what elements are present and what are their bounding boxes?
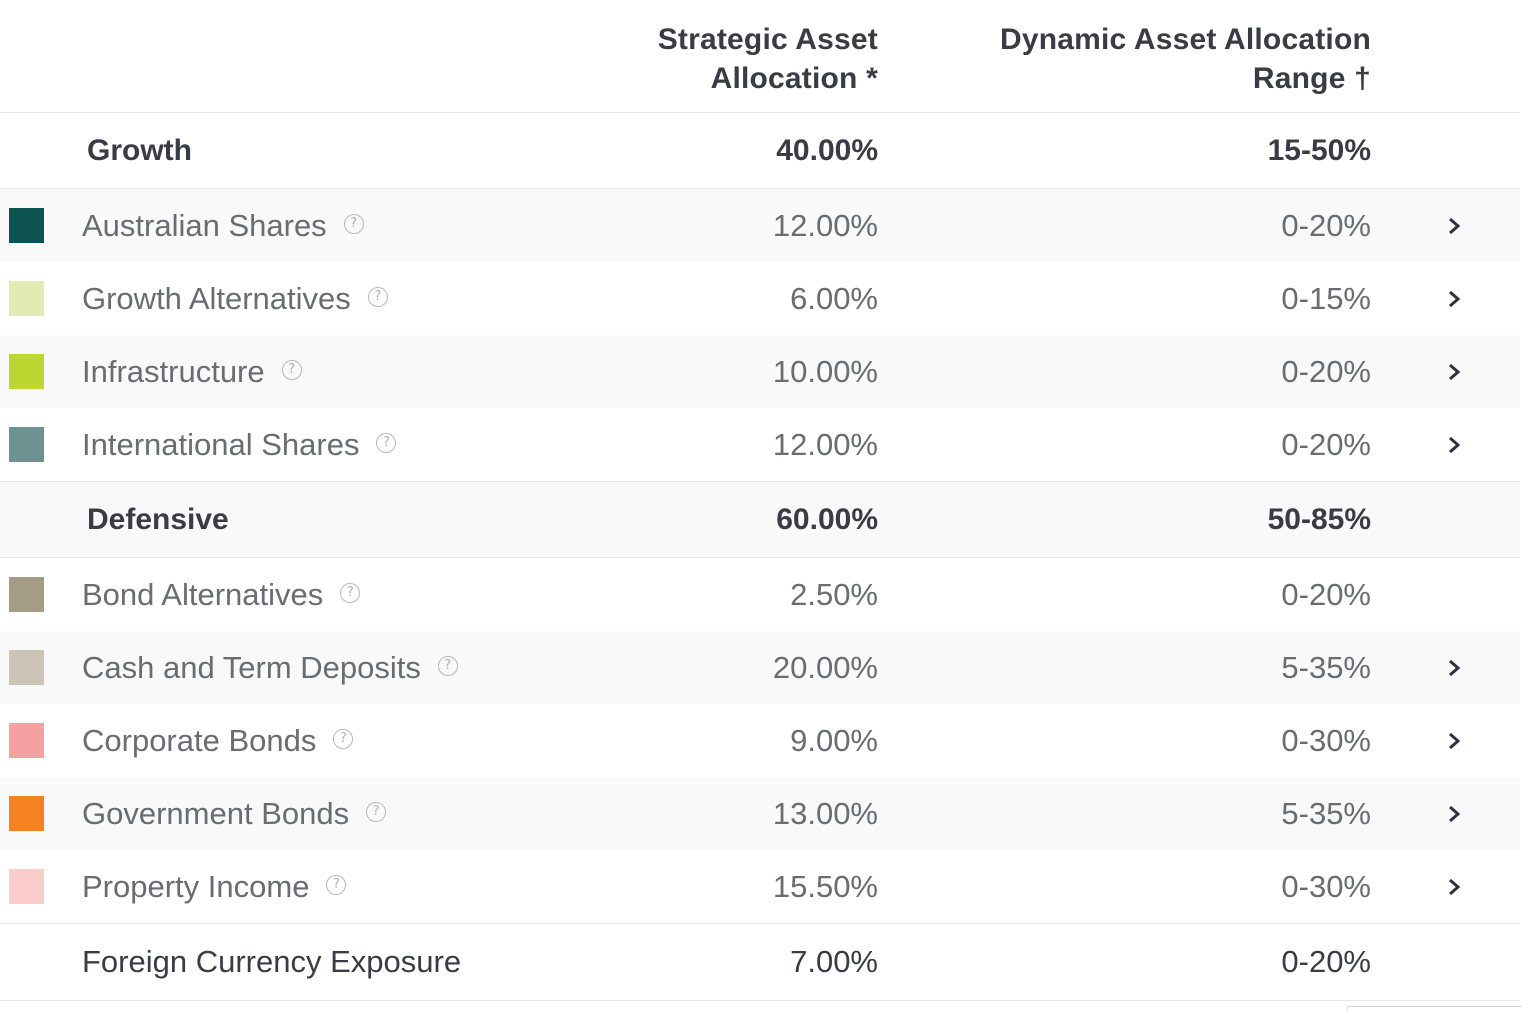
asset-strategic-value: 10.00%	[772, 354, 878, 389]
help-icon[interactable]: ?	[437, 655, 458, 676]
color-swatch	[9, 869, 44, 904]
asset-row-infrastructure[interactable]: Infrastructure ? 10.00% 0-20%	[0, 335, 1520, 408]
asset-strategic-value: 15.50%	[772, 869, 878, 904]
asset-row-bond-alternatives: Bond Alternatives ? 2.50% 0-20%	[0, 558, 1520, 631]
asset-row-corporate-bonds[interactable]: Corporate Bonds ? 9.00% 0-30%	[0, 704, 1520, 777]
color-swatch	[9, 281, 44, 316]
asset-row-growth-alternatives[interactable]: Growth Alternatives ? 6.00% 0-15%	[0, 262, 1520, 335]
asset-range-value: 0-30%	[1281, 869, 1371, 904]
header-strategic-asset-allocation: Strategic Asset Allocation *	[657, 23, 878, 95]
help-icon[interactable]: ?	[366, 801, 387, 822]
chevron-right-icon[interactable]	[1444, 362, 1464, 382]
chevron-right-icon[interactable]	[1444, 731, 1464, 751]
help-icon[interactable]: ?	[367, 286, 388, 307]
asset-range-value: 0-20%	[1281, 354, 1371, 389]
scroll-hint-edge	[1347, 1006, 1522, 1011]
asset-label: Government Bonds ?	[82, 777, 387, 850]
asset-range-value: 0-15%	[1281, 281, 1371, 316]
help-icon[interactable]: ?	[343, 213, 364, 234]
asset-row-cash-and-term-deposits[interactable]: Cash and Term Deposits ? 20.00% 5-35%	[0, 631, 1520, 704]
asset-label: Infrastructure ?	[82, 335, 302, 408]
chevron-right-icon[interactable]	[1444, 877, 1464, 897]
chevron-right-icon[interactable]	[1444, 435, 1464, 455]
asset-label: Cash and Term Deposits ?	[82, 631, 458, 704]
color-swatch	[9, 354, 44, 389]
asset-range-value: 0-20%	[1281, 577, 1371, 612]
footer-strategic-value: 7.00%	[790, 944, 878, 979]
footer-row-foreign-currency-exposure: Foreign Currency Exposure 7.00% 0-20%	[0, 923, 1520, 1001]
header-dynamic-asset-allocation-range: Dynamic Asset Allocation Range †	[999, 23, 1371, 95]
group-strategic-value: 60.00%	[776, 503, 878, 536]
asset-row-australian-shares[interactable]: Australian Shares ? 12.00% 0-20%	[0, 189, 1520, 262]
color-swatch	[9, 650, 44, 685]
asset-label: Australian Shares ?	[82, 189, 364, 262]
group-label: Defensive	[87, 503, 229, 536]
group-range-value: 50-85%	[1267, 503, 1371, 536]
asset-row-property-income[interactable]: Property Income ? 15.50% 0-30%	[0, 850, 1520, 923]
group-row-growth: Growth 40.00% 15-50%	[0, 113, 1520, 189]
help-icon[interactable]: ?	[326, 874, 347, 895]
chevron-right-icon[interactable]	[1444, 804, 1464, 824]
table-header: Strategic Asset Allocation * Dynamic Ass…	[0, 0, 1520, 113]
asset-strategic-value: 13.00%	[772, 796, 878, 831]
color-swatch	[9, 577, 44, 612]
asset-strategic-value: 6.00%	[790, 281, 878, 316]
group-strategic-value: 40.00%	[776, 134, 878, 167]
asset-strategic-value: 2.50%	[790, 577, 878, 612]
asset-label: Growth Alternatives ?	[82, 262, 388, 335]
footer-label: Foreign Currency Exposure	[82, 944, 462, 979]
help-icon[interactable]: ?	[376, 432, 397, 453]
color-swatch	[9, 427, 44, 462]
group-row-defensive: Defensive 60.00% 50-85%	[0, 481, 1520, 558]
asset-row-government-bonds[interactable]: Government Bonds ? 13.00% 5-35%	[0, 777, 1520, 850]
asset-label: Bond Alternatives ?	[82, 558, 361, 631]
color-swatch	[9, 723, 44, 758]
chevron-right-icon[interactable]	[1444, 216, 1464, 236]
help-icon[interactable]: ?	[281, 359, 302, 380]
asset-range-value: 5-35%	[1281, 650, 1371, 685]
asset-strategic-value: 12.00%	[772, 208, 878, 243]
footer-range-value: 0-20%	[1281, 944, 1371, 979]
color-swatch	[9, 208, 44, 243]
asset-range-value: 0-30%	[1281, 723, 1371, 758]
asset-range-value: 0-20%	[1281, 427, 1371, 462]
asset-strategic-value: 9.00%	[790, 723, 878, 758]
help-icon[interactable]: ?	[340, 582, 361, 603]
group-label: Growth	[87, 134, 192, 167]
help-icon[interactable]: ?	[333, 728, 354, 749]
asset-strategic-value: 12.00%	[772, 427, 878, 462]
asset-label: International Shares ?	[82, 408, 397, 481]
asset-label: Corporate Bonds ?	[82, 704, 354, 777]
asset-row-international-shares[interactable]: International Shares ? 12.00% 0-20%	[0, 408, 1520, 481]
color-swatch	[9, 796, 44, 831]
group-range-value: 15-50%	[1267, 134, 1371, 167]
chevron-right-icon[interactable]	[1444, 658, 1464, 678]
asset-strategic-value: 20.00%	[772, 650, 878, 685]
chevron-right-icon[interactable]	[1444, 289, 1464, 309]
asset-range-value: 0-20%	[1281, 208, 1371, 243]
asset-label: Property Income ?	[82, 850, 347, 923]
asset-range-value: 5-35%	[1281, 796, 1371, 831]
